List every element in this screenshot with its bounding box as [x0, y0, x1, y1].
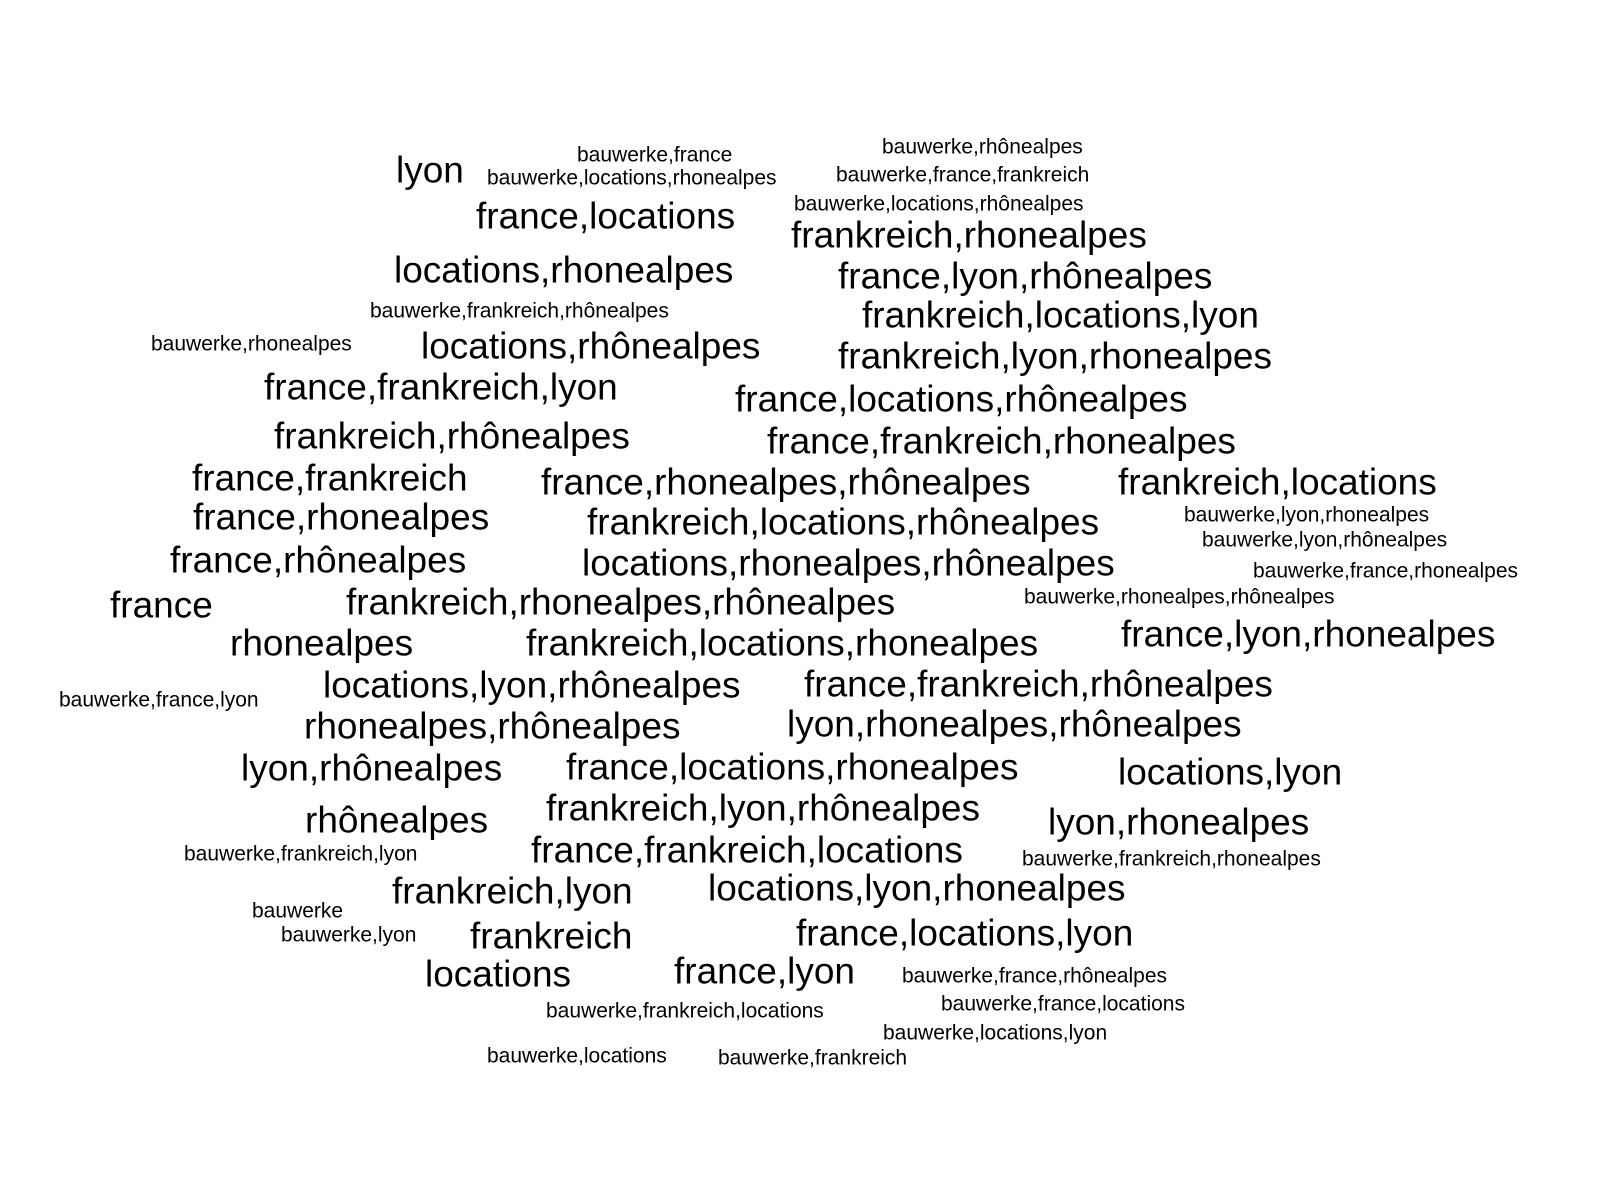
word-france-rhonealpes: france,rhonealpes	[193, 496, 490, 538]
word-lyon-rhonealpes: lyon,rhônealpes	[241, 747, 503, 789]
word-frankreich-locations-rhonealpes: frankreich,locations,rhonealpes	[526, 622, 1039, 664]
word-france-frankreich-rhonealpes: france,frankreich,rhonealpes	[767, 420, 1236, 462]
word-france-locations-lyon: france,locations,lyon	[796, 912, 1134, 954]
word-bauwerke-france-locations: bauwerke,france,locations	[941, 992, 1185, 1016]
word-bauwerke-frankreich: bauwerke,frankreich	[718, 1046, 908, 1070]
word-bauwerke-locations-lyon: bauwerke,locations,lyon	[883, 1021, 1108, 1045]
word-bauwerke-frankreich-locations: bauwerke,frankreich,locations	[546, 999, 824, 1023]
word-bauwerke: bauwerke	[252, 899, 344, 923]
word-france-lyon-rhonealpes: france,lyon,rhônealpes	[838, 255, 1213, 297]
word-france-frankreich-rhonealpes: france,frankreich,rhônealpes	[804, 663, 1273, 705]
word-bauwerke-france: bauwerke,france	[577, 143, 733, 167]
word-frankreich: frankreich	[470, 915, 633, 957]
word-frankreich-rhonealpes: frankreich,rhonealpes	[791, 214, 1147, 256]
word-bauwerke-lyon-rhonealpes: bauwerke,lyon,rhonealpes	[1184, 503, 1430, 527]
word-france-frankreich-locations: france,frankreich,locations	[531, 829, 963, 871]
word-locations-rhonealpes: locations,rhonealpes	[394, 249, 734, 291]
word-bauwerke-lyon: bauwerke,lyon	[281, 923, 417, 947]
word-bauwerke-france-rhonealpes: bauwerke,france,rhônealpes	[902, 964, 1168, 988]
word-france-frankreich: france,frankreich	[192, 457, 468, 499]
word-bauwerke-france-rhonealpes: bauwerke,france,rhonealpes	[1253, 559, 1519, 583]
word-frankreich-locations: frankreich,locations	[1118, 461, 1437, 503]
word-rhonealpes: rhônealpes	[305, 799, 489, 841]
word-bauwerke-locations-rhonealpes: bauwerke,locations,rhonealpes	[487, 166, 777, 190]
word-locations-rhonealpes-rhonealpes: locations,rhonealpes,rhônealpes	[582, 542, 1115, 584]
word-france-locations-rhonealpes: france,locations,rhonealpes	[566, 746, 1019, 788]
word-frankreich-rhonealpes-rhonealpes: frankreich,rhonealpes,rhônealpes	[346, 581, 896, 623]
word-france-rhonealpes-rhonealpes: france,rhonealpes,rhônealpes	[541, 461, 1031, 503]
word-bauwerke-france-frankreich: bauwerke,france,frankreich	[836, 163, 1090, 187]
word-france-frankreich-lyon: france,frankreich,lyon	[264, 366, 618, 408]
word-frankreich-lyon-rhonealpes: frankreich,lyon,rhonealpes	[838, 335, 1272, 377]
word-locations-lyon: locations,lyon	[1118, 751, 1343, 793]
word-france-locations: france,locations	[476, 195, 736, 237]
word-france-lyon: france,lyon	[674, 950, 855, 992]
word-lyon-rhonealpes: lyon,rhonealpes	[1048, 801, 1310, 843]
word-bauwerke-france-lyon: bauwerke,france,lyon	[59, 688, 259, 712]
word-bauwerke-rhonealpes-rhonealpes: bauwerke,rhonealpes,rhônealpes	[1024, 585, 1335, 609]
word-france-rhonealpes: france,rhônealpes	[170, 539, 467, 581]
word-locations-lyon-rhonealpes: locations,lyon,rhonealpes	[708, 867, 1126, 909]
word-locations-lyon-rhonealpes: locations,lyon,rhônealpes	[323, 664, 741, 706]
word-frankreich-lyon: frankreich,lyon	[392, 870, 633, 912]
word-locations-rhonealpes: locations,rhônealpes	[421, 325, 761, 367]
word-frankreich-locations-lyon: frankreich,locations,lyon	[862, 294, 1259, 336]
word-frankreich-lyon-rhonealpes: frankreich,lyon,rhônealpes	[546, 787, 980, 829]
word-france-locations-rhonealpes: france,locations,rhônealpes	[735, 378, 1188, 420]
word-lyon-rhonealpes-rhonealpes: lyon,rhonealpes,rhônealpes	[787, 703, 1242, 745]
word-bauwerke-frankreich-lyon: bauwerke,frankreich,lyon	[184, 842, 418, 866]
word-frankreich-locations-rhonealpes: frankreich,locations,rhônealpes	[587, 501, 1100, 543]
word-bauwerke-locations-rhonealpes: bauwerke,locations,rhônealpes	[794, 192, 1084, 216]
word-frankreich-rhonealpes: frankreich,rhônealpes	[274, 415, 630, 457]
word-rhonealpes: rhonealpes	[230, 622, 414, 664]
word-bauwerke-frankreich-rhonealpes: bauwerke,frankreich,rhônealpes	[370, 299, 669, 323]
word-bauwerke-lyon-rhonealpes: bauwerke,lyon,rhônealpes	[1202, 528, 1448, 552]
word-locations: locations	[425, 953, 572, 995]
word-bauwerke-rhonealpes: bauwerke,rhônealpes	[882, 135, 1083, 159]
word-france-lyon-rhonealpes: france,lyon,rhonealpes	[1121, 613, 1496, 655]
word-bauwerke-locations: bauwerke,locations	[487, 1044, 667, 1068]
word-lyon: lyon	[396, 149, 464, 191]
word-bauwerke-rhonealpes: bauwerke,rhonealpes	[151, 332, 352, 356]
word-france: france	[110, 584, 213, 626]
word-bauwerke-frankreich-rhonealpes: bauwerke,frankreich,rhonealpes	[1022, 847, 1321, 871]
word-rhonealpes-rhonealpes: rhonealpes,rhônealpes	[304, 705, 681, 747]
